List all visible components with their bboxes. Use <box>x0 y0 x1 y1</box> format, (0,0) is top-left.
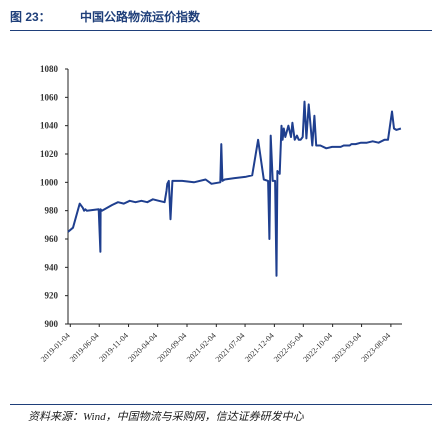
y-tick-label: 920 <box>45 291 59 301</box>
bottom-rule <box>10 404 432 405</box>
x-tick-label: 2020-09-04 <box>156 331 189 364</box>
source-note: 资料来源：Wind，中国物流与采购网，信达证券研发中心 <box>28 411 304 423</box>
figure-number: 图 23： <box>10 10 51 24</box>
x-axis: 2019-01-042019-06-042019-11-042020-04-04… <box>39 323 402 364</box>
x-tick-label: 2021-02-04 <box>185 331 218 364</box>
y-axis: 900 920 940 960 980 1000 1020 1040 1060 1080 <box>40 64 69 329</box>
y-tick-label: 1080 <box>40 64 59 74</box>
y-tick-label: 900 <box>45 319 59 329</box>
x-tick-label: 2019-11-04 <box>97 331 130 364</box>
y-tick-label: 940 <box>45 262 59 272</box>
x-tick-label: 2023-03-04 <box>330 331 363 364</box>
figure-title: 中国公路物流运价指数 <box>80 10 201 24</box>
series-line-0 <box>67 100 402 277</box>
y-tick-label: 1040 <box>40 121 59 131</box>
plot-area <box>67 100 402 277</box>
x-tick-label: 2020-04-04 <box>126 331 159 364</box>
y-tick-label: 1060 <box>40 92 59 102</box>
x-tick-label: 2022-10-04 <box>301 331 334 364</box>
y-tick-label: 980 <box>45 206 59 216</box>
x-tick-label: 2023-08-04 <box>360 331 393 364</box>
top-rule <box>10 30 432 31</box>
x-tick-label: 2021-12-04 <box>243 331 276 364</box>
y-tick-label: 1020 <box>40 149 59 159</box>
x-tick-label: 2021-07-04 <box>214 331 247 364</box>
x-tick-label: 2019-06-04 <box>68 331 101 364</box>
y-tick-label: 1000 <box>40 177 59 187</box>
x-tick-label: 2019-01-04 <box>39 331 72 364</box>
x-tick-label: 2022-05-04 <box>272 331 305 364</box>
y-tick-label: 960 <box>45 234 59 244</box>
figure-header: 图 23： 中国公路物流运价指数 <box>0 6 442 26</box>
